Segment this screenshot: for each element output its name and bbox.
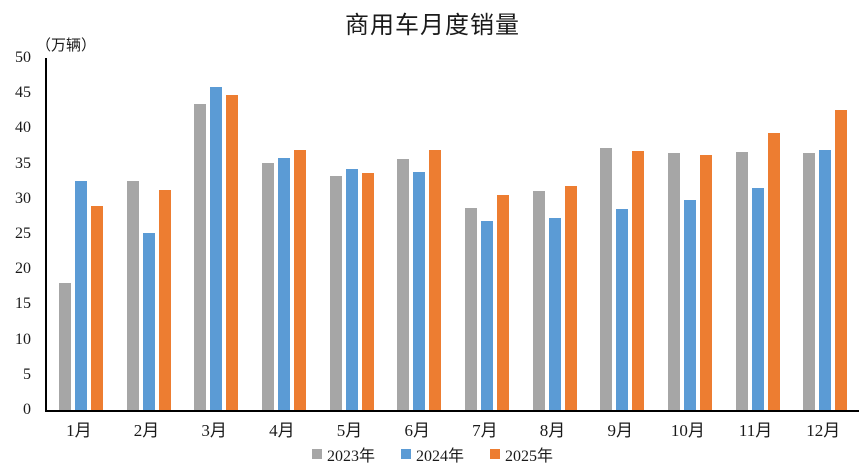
- bar-2025年-5月: [361, 173, 374, 410]
- bar-2024年-7月: [480, 220, 493, 410]
- x-tick-label-3月: 3月: [201, 421, 227, 440]
- x-tick-label-11月: 11月: [738, 421, 773, 440]
- bar-2024年-6月: [413, 172, 426, 410]
- bar-2023年-10月: [667, 153, 680, 410]
- bar-group-7月: [453, 58, 521, 410]
- legend-label-2023年: 2023年: [326, 448, 375, 465]
- bar-2024年-4月: [277, 157, 290, 410]
- x-tick-label-2月: 2月: [133, 421, 160, 440]
- bar-2025年-8月: [564, 186, 577, 410]
- bar-2023年-11月: [735, 151, 748, 410]
- bar-2025年-7月: [496, 194, 509, 410]
- bar-group-4月: [250, 58, 318, 410]
- x-tick-label-8月: 8月: [539, 421, 566, 440]
- bar-2023年-7月: [464, 207, 477, 410]
- x-tick-label-10月: 10月: [670, 421, 705, 440]
- bar-2025年-9月: [632, 150, 645, 410]
- bar-group-8月: [521, 58, 589, 410]
- bar-group-3月: [182, 58, 250, 410]
- bar-group-11月: [724, 58, 792, 410]
- y-tick-label-40: 40: [15, 119, 31, 137]
- chart-title: 商用车月度销量: [345, 13, 520, 39]
- y-tick-label-45: 45: [15, 84, 31, 102]
- bar-groups: [47, 58, 859, 410]
- bar-2023年-6月: [397, 159, 410, 410]
- y-axis-unit-label: （万辆）: [36, 38, 97, 54]
- plot-area: [45, 58, 859, 412]
- legend-label-2024年: 2024年: [415, 448, 464, 465]
- bar-2024年-2月: [142, 232, 155, 410]
- bar-2023年-8月: [532, 191, 545, 410]
- x-tick-label-5月: 5月: [336, 421, 363, 440]
- bar-2023年-3月: [194, 103, 207, 410]
- bar-2025年-10月: [699, 155, 712, 410]
- x-tick-label-1月: 1月: [66, 421, 92, 440]
- bar-group-1月: [47, 58, 115, 410]
- bar-2025年-3月: [226, 94, 239, 410]
- bar-2024年-12月: [819, 149, 832, 410]
- x-tick-label-7月: 7月: [472, 421, 498, 440]
- bar-2024年-3月: [210, 86, 223, 410]
- legend-item-2024年: 2024年: [400, 442, 464, 466]
- y-tick-label-0: 0: [23, 401, 31, 418]
- bar-2023年-1月: [58, 282, 71, 410]
- legend-swatch-2023年: [311, 449, 322, 459]
- x-tick-label-9月: 9月: [607, 421, 633, 440]
- legend-label-2025年: 2025年: [505, 448, 554, 465]
- bar-2023年-5月: [329, 176, 342, 410]
- y-tick-label-5: 5: [23, 365, 31, 383]
- bar-2023年-9月: [600, 148, 613, 410]
- x-tick-label-12月: 12月: [806, 421, 841, 440]
- bar-2024年-5月: [345, 169, 358, 410]
- legend-item-2025年: 2025年: [490, 442, 553, 466]
- legend: 2023年 2024年 2025年: [0, 442, 865, 466]
- bar-2023年-2月: [126, 181, 139, 410]
- x-tick-label-4月: 4月: [269, 421, 295, 440]
- y-tick-label-50: 50: [15, 49, 31, 66]
- y-tick-label-15: 15: [15, 295, 31, 313]
- bar-2023年-12月: [803, 153, 816, 410]
- legend-swatch-2024年: [400, 449, 411, 459]
- y-tick-label-25: 25: [15, 225, 31, 242]
- bar-2024年-10月: [683, 199, 696, 410]
- bar-2025年-12月: [835, 110, 848, 410]
- y-tick-label-20: 20: [15, 260, 31, 278]
- bar-2025年-11月: [767, 133, 780, 410]
- x-axis-labels: 1月 2月 3月 4月 5月 6月 7月 8月 9月 10月 11月 12月: [45, 416, 857, 441]
- bar-group-9月: [588, 58, 656, 410]
- bar-group-6月: [385, 58, 453, 410]
- x-tick-label-6月: 6月: [404, 421, 430, 440]
- bar-group-5月: [318, 58, 386, 410]
- bar-2024年-11月: [751, 187, 764, 410]
- bar-2025年-1月: [90, 205, 103, 410]
- bar-2024年-8月: [548, 217, 561, 410]
- y-tick-label-35: 35: [15, 154, 31, 172]
- bar-2025年-4月: [293, 150, 306, 410]
- bar-group-2月: [115, 58, 183, 410]
- bar-2025年-2月: [158, 189, 171, 410]
- y-axis-ticks: 0 5 10 15 20 25 30 35 40 45 50: [0, 0, 31, 474]
- legend-swatch-2025年: [490, 449, 500, 459]
- legend-item-2023年: 2023年: [311, 442, 375, 466]
- bar-group-12月: [791, 58, 859, 410]
- bar-2024年-1月: [74, 181, 87, 410]
- bar-2023年-4月: [261, 162, 274, 410]
- y-tick-label-30: 30: [15, 189, 31, 207]
- y-tick-label-10: 10: [15, 330, 31, 348]
- bar-group-10月: [656, 58, 724, 410]
- bar-2024年-9月: [616, 209, 629, 410]
- bar-2025年-6月: [429, 149, 442, 410]
